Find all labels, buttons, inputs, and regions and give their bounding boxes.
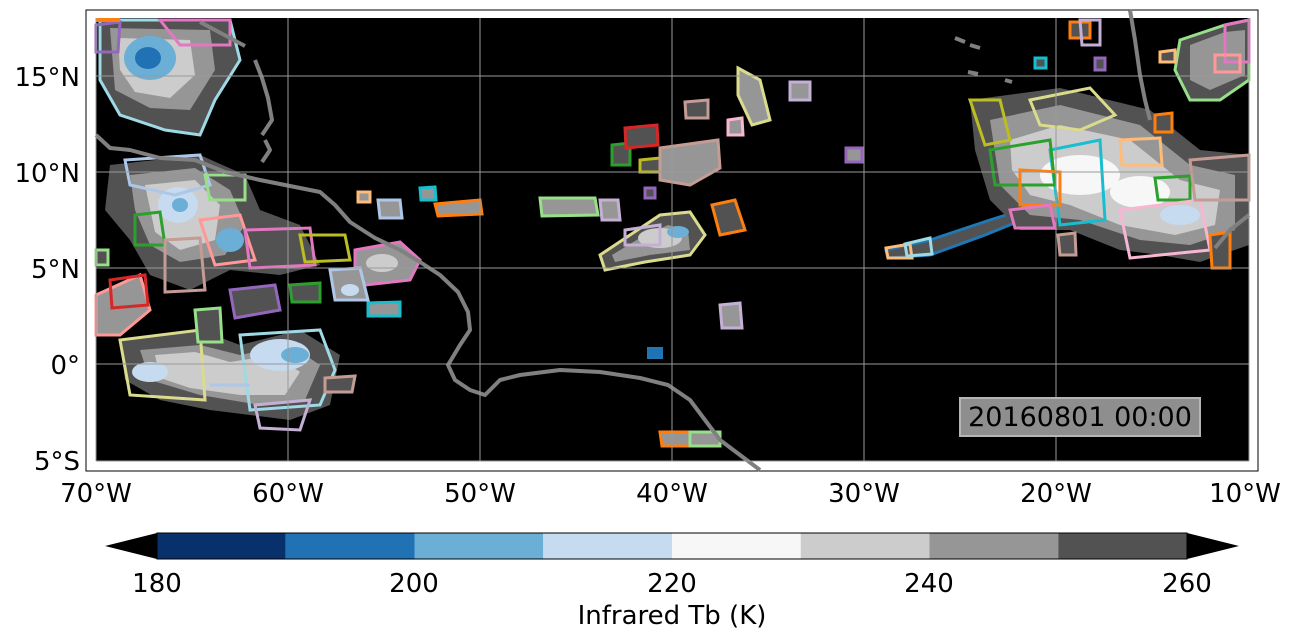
- colorbar: 180 200 220 240 260 Infrared Tb (K): [105, 532, 1239, 631]
- colorbar-tick-label: 260: [1162, 569, 1212, 599]
- cloud-cluster: [105, 153, 352, 294]
- colorbar-title: Infrared Tb (K): [578, 601, 767, 631]
- cloud-cluster: [1033, 18, 1251, 134]
- gridlines: [95, 18, 1250, 462]
- colorbar-tick-label: 200: [389, 569, 439, 599]
- colorbar-segment: [1058, 533, 1187, 559]
- colorbar-tick-label: 220: [647, 569, 697, 599]
- cloud-cluster: [598, 198, 747, 448]
- lon-tick-label: 20°W: [1020, 479, 1092, 509]
- colorbar-tick-label: 180: [132, 569, 182, 599]
- colorbar-extend-low: [105, 533, 157, 559]
- colorbar-segment: [285, 533, 415, 559]
- cloud-cluster: [118, 328, 357, 432]
- lon-tick-labels: 70°W 60°W 50°W 40°W 30°W 20°W 10°W: [60, 479, 1281, 509]
- colorbar-segment: [800, 533, 930, 559]
- colorbar-tick-label: 240: [904, 569, 954, 599]
- colorbar-segments: [157, 533, 1187, 559]
- colorbar-segment: [672, 533, 801, 559]
- coastlines: [94, 9, 1251, 472]
- lat-tick-label: 10°N: [14, 159, 80, 189]
- lat-tick-label: 5°S: [34, 447, 80, 477]
- cloud-cluster: [94, 248, 322, 344]
- lon-tick-label: 60°W: [252, 479, 324, 509]
- lon-tick-label: 40°W: [636, 479, 708, 509]
- cloud-cluster: [356, 65, 864, 222]
- lon-tick-label: 10°W: [1209, 479, 1281, 509]
- cloud-cluster: [94, 18, 242, 137]
- colorbar-segment: [414, 533, 544, 559]
- cloud-clusters: [94, 18, 1251, 448]
- colorbar-extend-high: [1187, 533, 1239, 559]
- colorbar-segment: [157, 533, 286, 559]
- colorbar-segment: [543, 533, 672, 559]
- lat-tick-label: 5°N: [31, 255, 80, 285]
- timestamp-box: 20160801 00:00: [959, 397, 1201, 437]
- lon-tick-label: 30°W: [828, 479, 900, 509]
- lat-tick-label: 15°N: [14, 63, 80, 93]
- colorbar-outline: [156, 532, 1188, 560]
- lat-tick-label: 0°: [50, 351, 80, 381]
- timestamp-label: 20160801 00:00: [968, 402, 1192, 433]
- colorbar-segment: [929, 533, 1059, 559]
- cloud-cluster: [967, 86, 1251, 270]
- lat-tick-labels: 15°N 10°N 5°N 0° 5°S: [14, 63, 80, 477]
- lon-tick-label: 50°W: [444, 479, 516, 509]
- lon-tick-label: 70°W: [60, 479, 132, 509]
